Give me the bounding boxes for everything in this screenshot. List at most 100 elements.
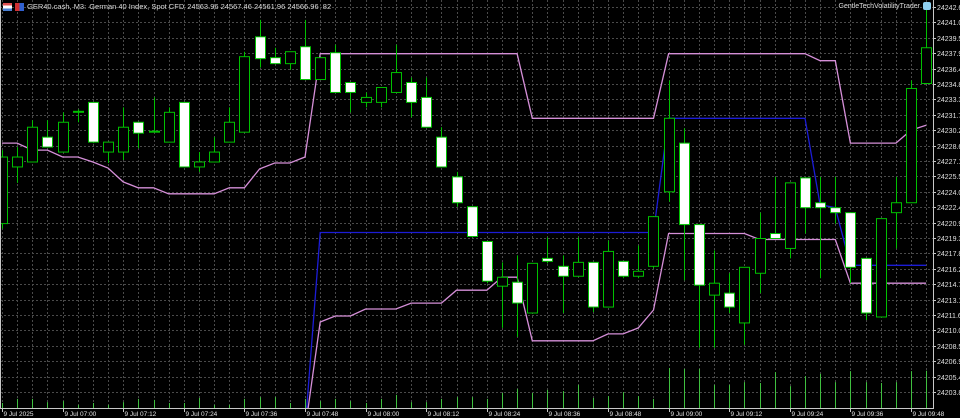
- price-tick-label: 24220.90: [937, 221, 960, 228]
- time-tick-label: 9 Jul 08:24: [489, 411, 521, 418]
- candle-bull: [315, 57, 326, 81]
- candle-bear: [421, 96, 432, 128]
- candle-bull: [739, 266, 750, 324]
- time-tick-label: 9 Jul 08:36: [549, 411, 581, 418]
- symbol-description: German 40 Index, Spot CFD: [89, 2, 185, 11]
- candle-bear: [452, 176, 463, 204]
- candle-bull: [0, 156, 8, 225]
- candle-bull: [391, 72, 402, 93]
- candle-bear: [149, 130, 160, 133]
- candle-bull: [285, 51, 296, 65]
- volume-bars: [2, 368, 927, 408]
- time-tick-label: 9 Jul 07:24: [186, 411, 218, 418]
- candle-bear: [270, 57, 281, 65]
- candle-bull: [891, 202, 902, 214]
- time-tick-label: 9 Jul 09:24: [792, 411, 824, 418]
- price-tick-label: 24239.50: [937, 36, 960, 43]
- candle-bear: [133, 121, 144, 134]
- price-tick-label: 24242.60: [937, 5, 960, 12]
- candle-bear: [558, 265, 569, 277]
- price-tick-label: 24225.55: [937, 174, 960, 181]
- candle-bull: [58, 121, 69, 153]
- candle-bull: [27, 126, 38, 163]
- candle-bull: [648, 216, 659, 267]
- time-axis[interactable]: 9 Jul 2025 9 Jul 07:00 9 Jul 07:12 9 Jul 07…: [2, 408, 945, 418]
- price-tick-label: 24234.85: [937, 82, 960, 89]
- price-tick-label: 24214.70: [937, 282, 960, 289]
- price-tick-label: 24203.85: [937, 390, 960, 397]
- candle-bear: [830, 207, 841, 214]
- candle-bull: [497, 276, 508, 287]
- candle-bull: [12, 156, 23, 168]
- candle-bear: [42, 136, 53, 148]
- candle-bull: [573, 261, 584, 277]
- time-tick-label: 9 Jul 07:12: [125, 411, 157, 418]
- candle-bull: [118, 126, 129, 153]
- candle-bull: [755, 237, 766, 274]
- ohlcv-readout: 24563.96 24567.46 24561.96 24566.96 82: [187, 2, 332, 11]
- price-tick-label: 24210.05: [937, 328, 960, 335]
- candle-bear: [770, 233, 781, 239]
- candle-bull: [603, 250, 614, 308]
- price-tick-label: 24231.75: [937, 113, 960, 120]
- candle-bear: [300, 46, 311, 81]
- price-tick-label: 24230.20: [937, 128, 960, 135]
- candle-bear: [73, 110, 84, 113]
- price-tick-label: 24227.10: [937, 159, 960, 166]
- upper-band-line: [2, 53, 927, 195]
- candle-bear: [542, 257, 553, 262]
- flag-icon: [3, 2, 12, 11]
- time-tick-label: 9 Jul 09:00: [671, 411, 703, 418]
- candle-bear: [618, 260, 629, 277]
- candle-bull: [164, 111, 175, 143]
- price-tick-label: 24224.00: [937, 190, 960, 197]
- candle-bull: [633, 270, 644, 277]
- candle-bull: [876, 218, 887, 318]
- candle-bear: [861, 257, 872, 314]
- candle-bear: [255, 36, 266, 60]
- price-tick-label: 24228.65: [937, 144, 960, 151]
- price-tick-label: 24241.05: [937, 20, 960, 27]
- candle-bull: [527, 262, 538, 314]
- time-tick-label: 9 Jul 08:00: [368, 411, 400, 418]
- candle-bull: [785, 182, 796, 249]
- candle-bear: [724, 292, 735, 308]
- price-tick-label: 24205.40: [937, 375, 960, 382]
- candle-bear: [345, 82, 356, 93]
- candle-bear: [800, 177, 811, 209]
- candle-bull: [239, 56, 250, 133]
- candle-bull: [376, 86, 387, 103]
- smiley-icon: [923, 2, 931, 10]
- candle-bear: [436, 136, 447, 168]
- candle-bull: [361, 96, 372, 103]
- candle-bear: [330, 52, 341, 93]
- symbol-label: GER40.cash, M3:: [27, 2, 87, 11]
- price-axis[interactable]: 24242.60 24241.05 24239.50 24237.95 24236.40…: [933, 5, 960, 397]
- price-tick-label: 24219.35: [937, 236, 960, 243]
- time-tick-label: 9 Jul 2025: [4, 411, 34, 418]
- expert-advisor-label[interactable]: GentleTechVolatilityTrader: [839, 2, 931, 10]
- price-tick-label: 24237.95: [937, 51, 960, 58]
- price-tick-label: 24216.25: [937, 267, 960, 274]
- candle-bear: [588, 261, 599, 308]
- candles: [0, 7, 932, 348]
- candle-bear: [694, 224, 705, 286]
- candle-bear: [406, 82, 417, 103]
- candle-bull: [921, 47, 932, 85]
- candle-bear: [467, 206, 478, 238]
- time-tick-label: 9 Jul 09:36: [852, 411, 884, 418]
- price-tick-label: 24217.80: [937, 251, 960, 258]
- lower-band-line: [307, 232, 927, 408]
- price-tick-label: 24233.30: [937, 97, 960, 104]
- candle-bear: [179, 101, 190, 168]
- candle-bull: [709, 282, 720, 296]
- time-tick-label: 9 Jul 08:12: [428, 411, 460, 418]
- candle-bull: [103, 141, 114, 153]
- time-tick-label: 9 Jul 09:48: [913, 411, 945, 418]
- candle-bull: [194, 161, 205, 168]
- time-tick-label: 9 Jul 09:12: [731, 411, 763, 418]
- candle-bull: [224, 121, 235, 143]
- price-tick-label: 24211.60: [937, 313, 960, 320]
